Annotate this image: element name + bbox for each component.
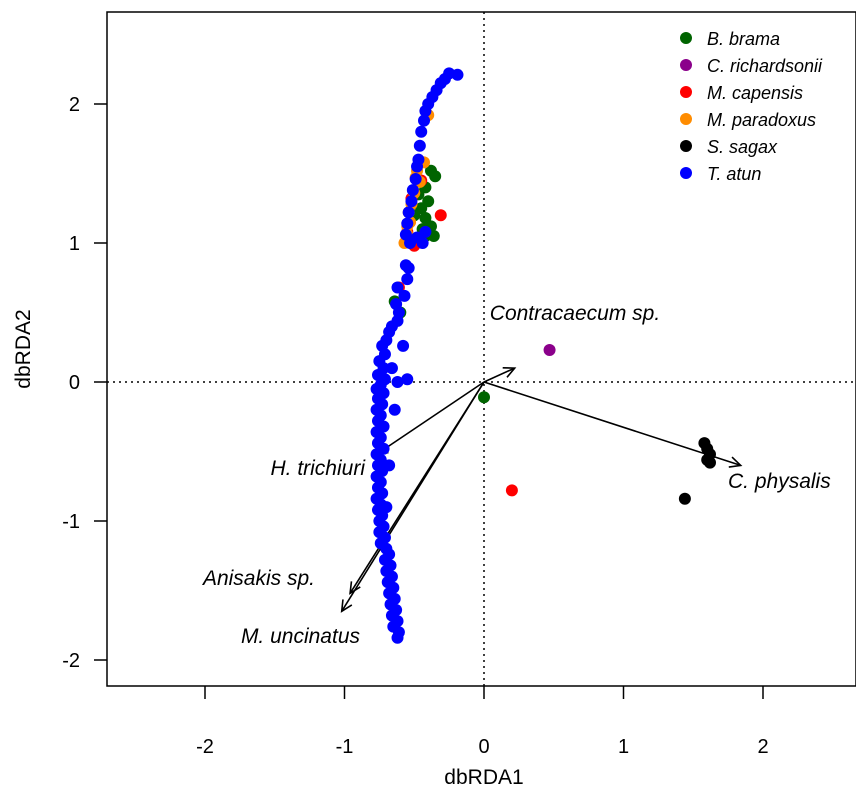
data-point (397, 339, 410, 352)
y-tick-label: 1 (69, 233, 80, 255)
legend: B. brama C. richardsonii M. capensis M. par… (680, 29, 823, 184)
data-point (383, 459, 396, 472)
data-point (401, 373, 414, 386)
data-point (402, 262, 415, 275)
legend-marker (680, 113, 692, 125)
arrow-head (728, 456, 743, 468)
data-point (505, 484, 518, 497)
x-tick-label: -2 (196, 736, 214, 758)
arrow-shaft (341, 381, 485, 612)
arrow-head (340, 599, 353, 613)
legend-label: M. paradoxus (707, 110, 816, 130)
arrow-label: Contracaecum sp. (490, 302, 660, 325)
legend-label: T. atun (707, 164, 761, 184)
data-point (413, 139, 426, 152)
data-point (398, 289, 411, 302)
arrow-shaft (376, 381, 485, 455)
legend-label: M. capensis (707, 83, 803, 103)
legend-label: B. brama (707, 29, 780, 49)
data-point (419, 104, 432, 117)
data-point (380, 501, 393, 514)
data-point (415, 125, 428, 138)
arrow-label: H. trichiuri (270, 457, 366, 480)
legend-marker (680, 167, 692, 179)
data-point (703, 456, 716, 469)
data-point (478, 391, 490, 404)
legend-label: C. richardsonii (707, 56, 823, 76)
data-point (434, 209, 447, 222)
data-point (429, 170, 442, 183)
data-point (543, 344, 556, 357)
arrow-head (349, 581, 361, 595)
arrow-shaft (483, 381, 741, 467)
arrow-shaft (483, 367, 516, 383)
y-tick-label: -2 (62, 650, 80, 672)
data-point (388, 403, 401, 416)
data-point (419, 225, 432, 238)
legend-marker (680, 140, 692, 152)
axis-ticks: -2 -1 0 1 2 -2 -1 0 1 2 (62, 94, 768, 758)
legend-marker (680, 86, 692, 98)
legend-marker (680, 59, 692, 71)
data-point (391, 631, 404, 644)
y-tick-label: 0 (69, 372, 80, 394)
data-point (406, 184, 419, 197)
x-tick-label: -1 (336, 736, 354, 758)
legend-marker (680, 32, 692, 44)
x-axis-title: dbRDA1 (444, 766, 523, 789)
x-tick-label: 2 (757, 736, 768, 758)
vector-arrows: Contracaecum sp. C. physalis H. trichiuri A… (201, 302, 831, 648)
data-point (391, 281, 404, 294)
data-point (401, 273, 414, 286)
data-point (391, 376, 404, 388)
legend-label: S. sagax (707, 137, 778, 157)
data-point (409, 173, 422, 186)
arrow-label: C. physalis (728, 470, 831, 493)
x-tick-label: 0 (478, 736, 489, 758)
data-point (411, 160, 424, 173)
data-point (401, 217, 414, 230)
arrow-label: M. uncinatus (241, 625, 361, 648)
data-point (418, 114, 431, 127)
y-tick-label: 2 (69, 94, 80, 116)
plot-frame (106, 11, 856, 687)
x-tick-label: 1 (618, 736, 629, 758)
data-point (416, 237, 429, 249)
y-axis-title: dbRDA2 (12, 309, 35, 388)
arrow-label: Anisakis sp. (201, 567, 315, 590)
data-point (402, 206, 415, 219)
data-point (678, 492, 691, 505)
data-point (405, 195, 418, 208)
y-tick-label: -1 (62, 511, 80, 533)
data-points (370, 67, 716, 644)
arrow-head (502, 367, 517, 378)
data-point (385, 362, 398, 375)
